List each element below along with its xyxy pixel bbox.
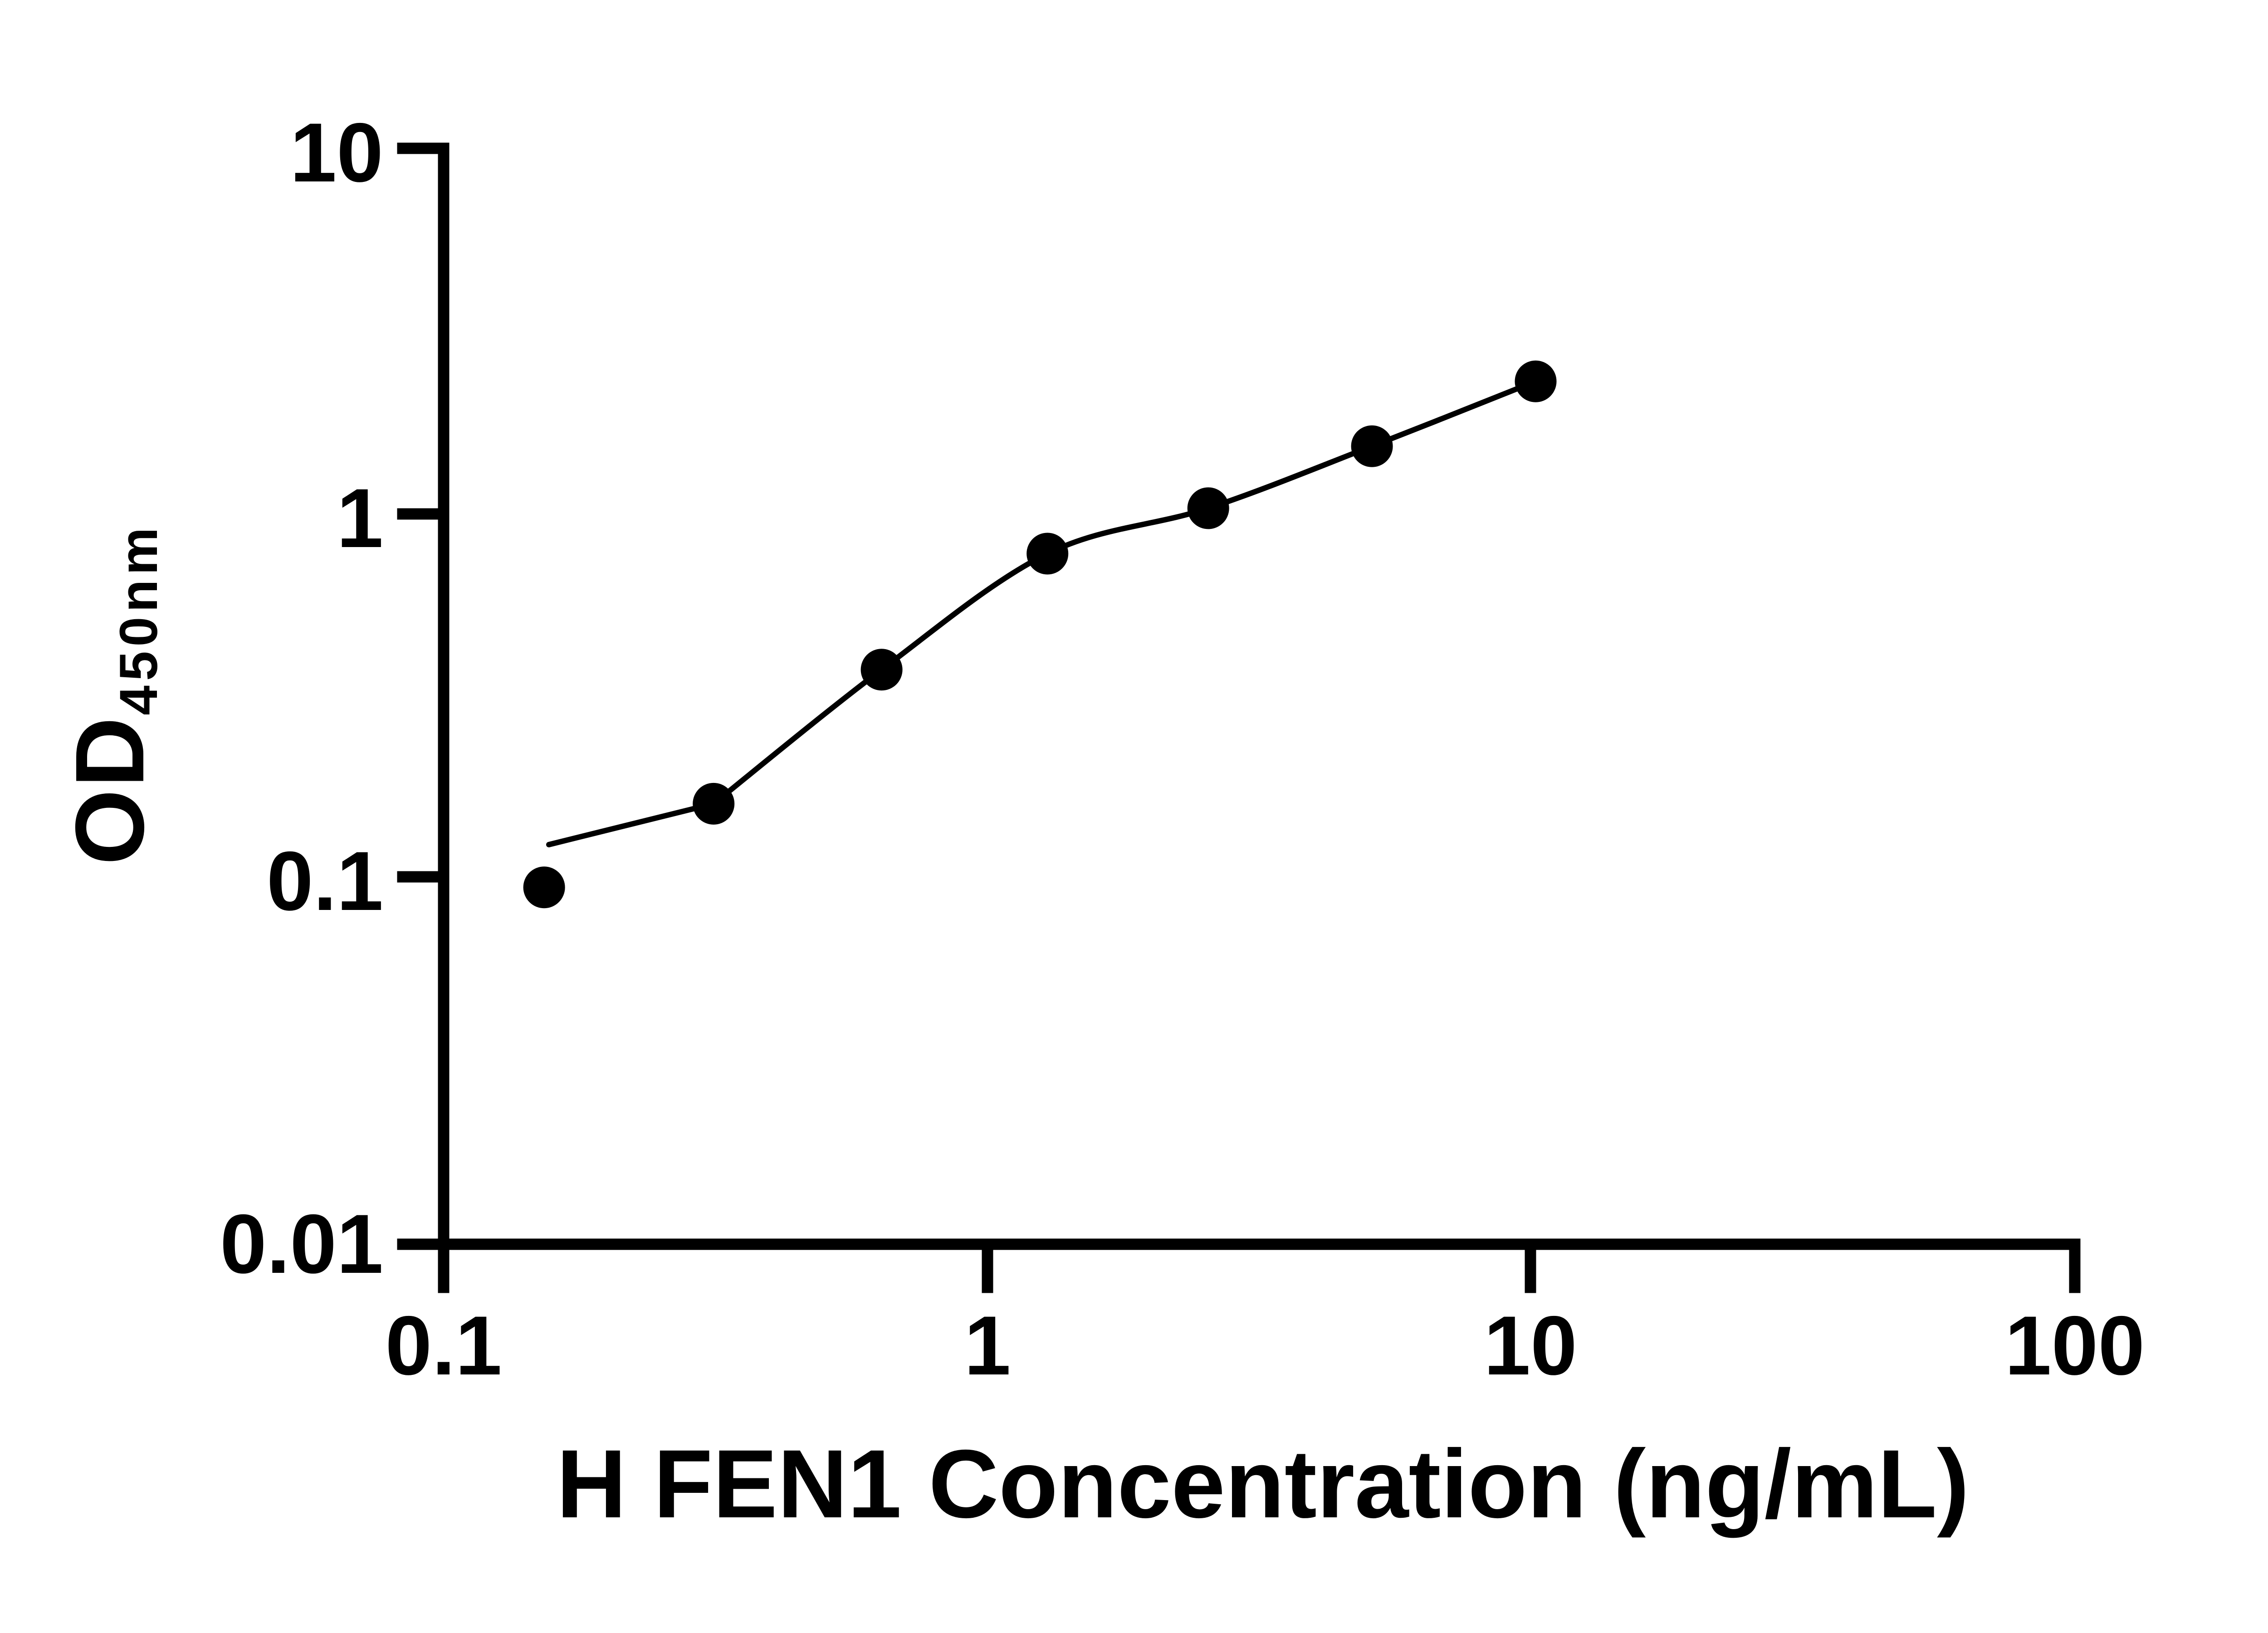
svg-text:10: 10 [1484,1299,1577,1393]
svg-text:100: 100 [2005,1299,2145,1393]
svg-text:0.01: 0.01 [220,1198,383,1291]
svg-text:0.1: 0.1 [385,1299,502,1393]
svg-text:1: 1 [964,1299,1011,1393]
svg-text:H FEN1 Concentration (ng/mL): H FEN1 Concentration (ng/mL) [557,1430,1970,1538]
svg-text:1: 1 [337,472,383,565]
svg-text:0.1: 0.1 [267,835,383,928]
svg-text:10: 10 [290,106,383,200]
